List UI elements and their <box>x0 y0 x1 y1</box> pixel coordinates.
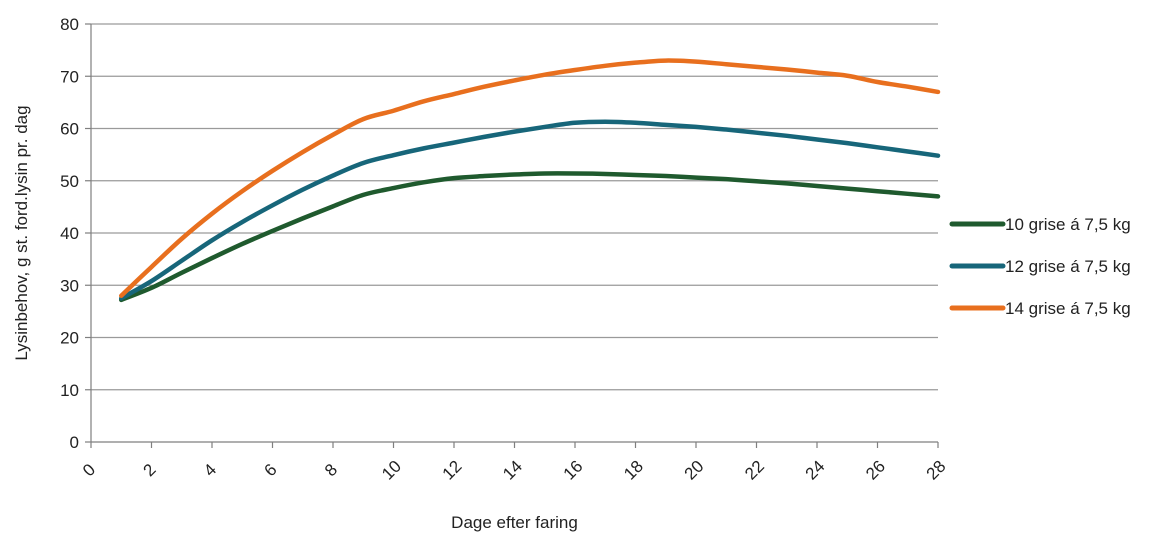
y-tick-label: 10 <box>60 381 79 400</box>
x-tick-label: 14 <box>499 457 526 484</box>
y-tick-label: 70 <box>60 67 79 86</box>
x-tick-label: 10 <box>378 457 405 484</box>
series-line-2 <box>119 119 941 301</box>
x-axis-title: Dage efter faring <box>451 513 578 532</box>
legend-item-1: 10 grise á 7,5 kg <box>949 215 1131 234</box>
x-tick-label: 0 <box>79 460 99 480</box>
y-tick-label: 20 <box>60 329 79 348</box>
series-lines <box>119 58 941 303</box>
x-tick-label: 16 <box>560 457 587 484</box>
gridlines <box>91 23 938 391</box>
y-tick-label: 30 <box>60 276 79 295</box>
y-tick-label: 80 <box>60 15 79 34</box>
legend-label: 14 grise á 7,5 kg <box>1005 299 1131 318</box>
x-tick-label: 26 <box>862 457 889 484</box>
legend-item-3: 14 grise á 7,5 kg <box>949 299 1131 318</box>
x-tick-label: 2 <box>140 460 160 480</box>
legend-label: 12 grise á 7,5 kg <box>1005 257 1131 276</box>
x-tick-label: 6 <box>261 460 281 480</box>
y-tick-label: 0 <box>70 433 79 452</box>
x-tick-label: 4 <box>200 460 220 480</box>
legend-item-2: 12 grise á 7,5 kg <box>949 257 1131 276</box>
x-tick-label: 24 <box>802 457 829 484</box>
x-tick-label: 28 <box>923 457 950 484</box>
x-tick-label: 18 <box>620 457 647 484</box>
legend: 10 grise á 7,5 kg 12 grise á 7,5 kg 14 gri… <box>949 215 1131 318</box>
axes <box>85 23 939 448</box>
y-tick-label: 50 <box>60 172 79 191</box>
x-tick-label: 12 <box>439 457 466 484</box>
x-tick-label: 20 <box>681 457 708 484</box>
series-line-3 <box>119 58 941 298</box>
y-tick-label: 60 <box>60 120 79 139</box>
x-tick-label: 22 <box>741 457 768 484</box>
legend-label: 10 grise á 7,5 kg <box>1005 215 1131 234</box>
y-tick-label: 40 <box>60 224 79 243</box>
series-line-1 <box>119 171 941 303</box>
y-axis-title: Lysinbehov, g st. ford.lysin pr. dag <box>12 105 31 360</box>
x-tick-label: 8 <box>321 460 341 480</box>
